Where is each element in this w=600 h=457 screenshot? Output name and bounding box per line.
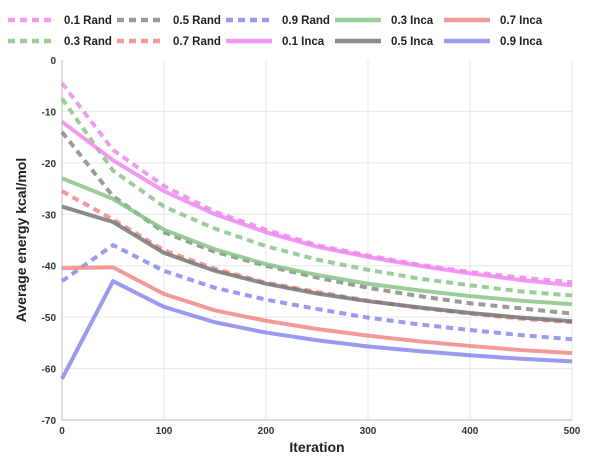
series-line-09-rand bbox=[60, 243, 573, 342]
y-tick-label: -60 bbox=[42, 365, 57, 376]
legend-label: 0.3 Rand bbox=[64, 36, 112, 48]
series-line-03-inca bbox=[61, 176, 573, 307]
plot-area bbox=[62, 60, 572, 420]
legend-entry: 0.1 Rand bbox=[8, 15, 112, 27]
x-tick-label: 200 bbox=[258, 426, 275, 437]
x-tick-label: 300 bbox=[360, 426, 377, 437]
series-line-09-inca bbox=[60, 279, 573, 380]
legend: 0.1 Rand 0.5 Rand 0.9 Rand 0.3 Inca 0.7 Inca… bbox=[8, 15, 543, 48]
x-tick-label: 100 bbox=[156, 426, 173, 437]
legend-label: 0.9 Rand bbox=[282, 15, 330, 27]
y-tick-label: -40 bbox=[42, 262, 57, 273]
legend-label: 0.7 Rand bbox=[173, 36, 221, 48]
legend-entry: 0.9 Inca bbox=[444, 36, 543, 48]
y-tick-label: -30 bbox=[42, 210, 57, 221]
legend-label: 0.5 Rand bbox=[173, 15, 221, 27]
legend-label: 0.5 Inca bbox=[391, 36, 434, 48]
legend-entry: 0.7 Rand bbox=[117, 36, 221, 48]
axes bbox=[61, 60, 572, 421]
y-tick-label: -50 bbox=[42, 313, 57, 324]
legend-entry: 0.1 Inca bbox=[226, 36, 325, 48]
x-tick-label: 400 bbox=[462, 426, 479, 437]
legend-label: 0.1 Inca bbox=[282, 36, 325, 48]
series-line-01-inca bbox=[60, 120, 573, 288]
legend-entry: 0.5 Rand bbox=[117, 15, 221, 27]
legend-label: 0.3 Inca bbox=[391, 15, 434, 27]
legend-label: 0.7 Inca bbox=[500, 15, 543, 27]
x-tick-labels: 0 100 200 300 400 500 bbox=[59, 426, 581, 437]
y-tick-label: -70 bbox=[42, 416, 57, 427]
legend-entry: 0.7 Inca bbox=[444, 15, 543, 27]
y-tick-labels: 0 -10 -20 -30 -40 -50 -60 -70 bbox=[42, 56, 57, 427]
y-tick-label: -20 bbox=[42, 159, 57, 170]
y-tick-label: 0 bbox=[50, 56, 56, 67]
legend-entry: 0.3 Rand bbox=[8, 36, 112, 48]
y-axis-label: Average energy kcal/mol bbox=[13, 158, 29, 322]
x-tick-label: 500 bbox=[564, 426, 581, 437]
legend-label: 0.9 Inca bbox=[500, 36, 543, 48]
x-axis-label: Iteration bbox=[289, 439, 344, 455]
series-line-03-rand bbox=[60, 97, 573, 298]
series-lines bbox=[60, 81, 573, 380]
y-tick-label: -10 bbox=[42, 107, 57, 118]
legend-label: 0.1 Rand bbox=[64, 15, 112, 27]
x-tick-label: 0 bbox=[59, 426, 65, 437]
series-line-07-inca bbox=[61, 265, 573, 356]
legend-entry: 0.9 Rand bbox=[226, 15, 330, 27]
legend-entry: 0.3 Inca bbox=[335, 15, 434, 27]
series-line-05-inca bbox=[61, 204, 573, 324]
legend-entry: 0.5 Inca bbox=[335, 36, 434, 48]
